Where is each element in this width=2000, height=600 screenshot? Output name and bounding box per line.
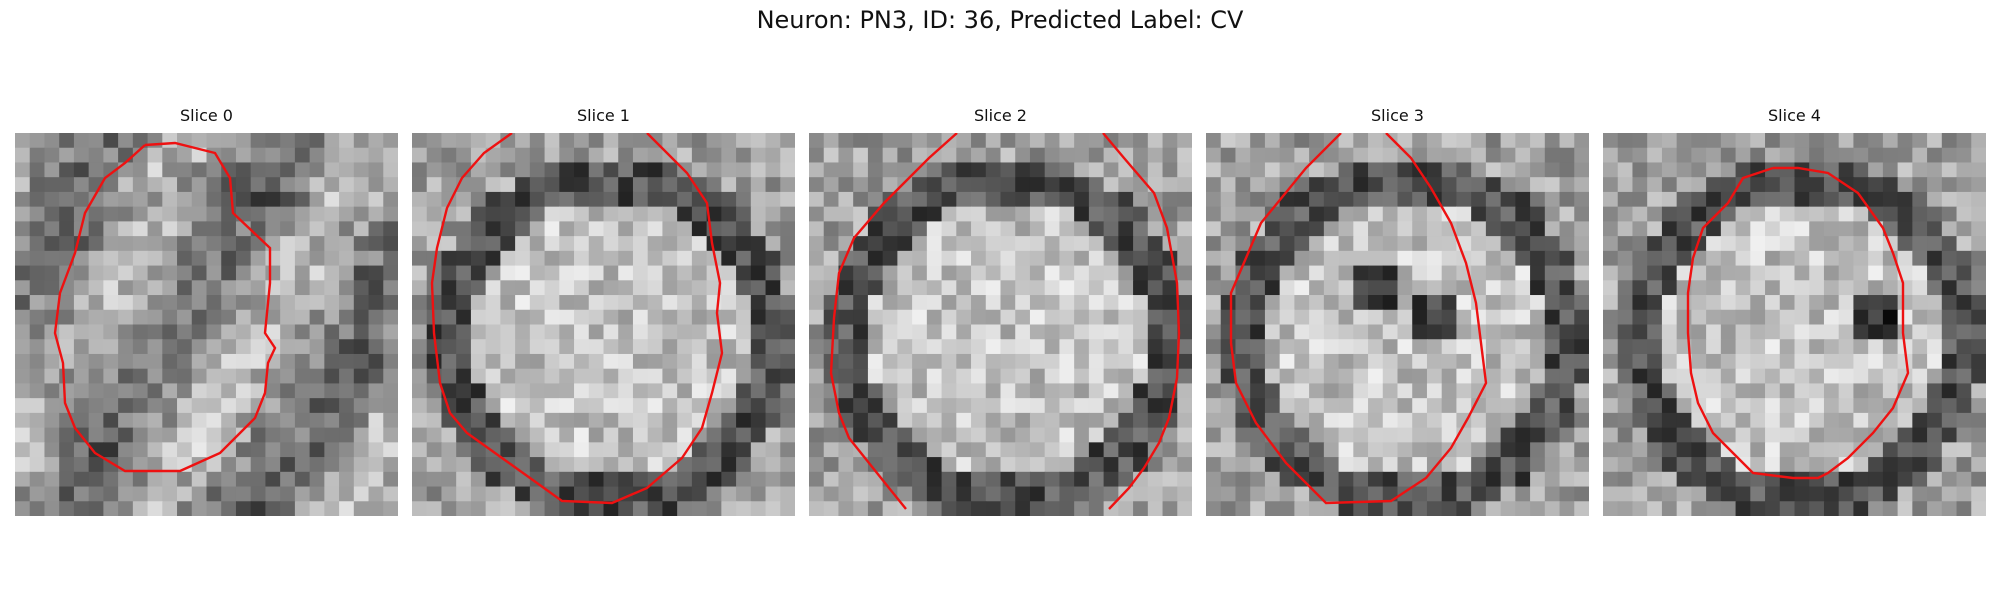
grayscale-pixel-grid [15, 133, 398, 516]
figure-title: Neuron: PN3, ID: 36, Predicted Label: CV [756, 6, 1244, 34]
slice-svg [809, 133, 1192, 516]
slice-title: Slice 0 [180, 106, 233, 125]
segmentation-contour [53, 141, 277, 473]
grayscale-pixel-grid [1206, 133, 1589, 516]
slice-svg [15, 133, 398, 516]
grayscale-pixel-grid [412, 133, 795, 516]
slice-svg [1206, 133, 1589, 516]
slice-image [412, 133, 795, 516]
segmentation-contour [1686, 166, 1910, 480]
slice-image [15, 133, 398, 516]
slice-title: Slice 3 [1371, 106, 1424, 125]
slice-title: Slice 2 [974, 106, 1027, 125]
slice-svg [1603, 133, 1986, 516]
grayscale-pixel-grid [809, 133, 1192, 516]
slice-image [1206, 133, 1589, 516]
grayscale-pixel-grid [1603, 133, 1986, 516]
slice-title: Slice 1 [577, 106, 630, 125]
segmentation-contour [1229, 133, 1488, 505]
slice-svg [412, 133, 795, 516]
segmentation-contour [430, 133, 724, 505]
slice-image [809, 133, 1192, 516]
slice-title: Slice 4 [1768, 106, 1821, 125]
slice-image [1603, 133, 1986, 516]
segmentation-contour [829, 133, 958, 510]
segmentation-contour [1102, 133, 1181, 510]
